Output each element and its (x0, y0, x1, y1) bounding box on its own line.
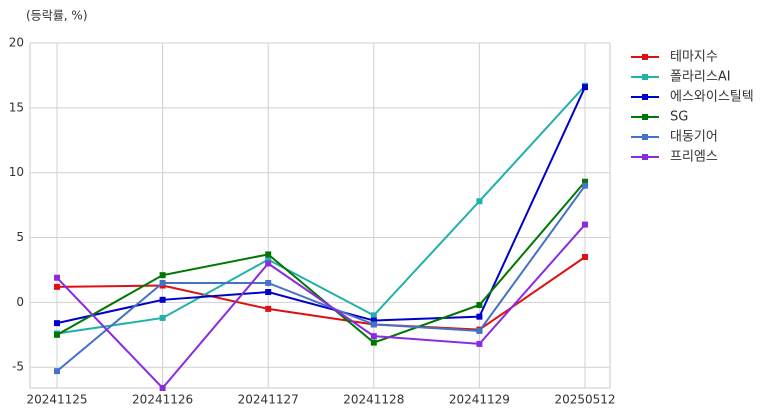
legend-label: 대동기어 (670, 130, 718, 145)
x-tick-label: 20241129 (449, 393, 510, 407)
series-line (56, 85, 586, 335)
point-marker (54, 331, 60, 338)
unit-label: (등락률, %) (26, 9, 88, 23)
point-marker (370, 339, 377, 346)
point-marker (159, 314, 166, 321)
legend-marker (642, 74, 648, 80)
point-marker (476, 340, 483, 347)
legend-label: 테마지수 (670, 50, 718, 65)
point-marker (265, 251, 272, 258)
point-marker (54, 274, 60, 281)
point-marker (476, 327, 483, 334)
legend-label: SG (670, 110, 688, 125)
point-marker (582, 254, 588, 261)
point-marker (265, 279, 272, 286)
point-marker (54, 320, 60, 327)
x-tick-label: 20241126 (132, 393, 193, 407)
point-marker (265, 260, 272, 267)
y-tick-label: 0 (16, 295, 24, 309)
legend-marker (642, 114, 648, 120)
y-tick-label: 15 (9, 100, 24, 114)
legend-label: 폴라리스AI (670, 70, 731, 85)
point-marker (582, 221, 588, 228)
point-marker (159, 385, 166, 391)
point-marker (159, 279, 166, 286)
point-marker (370, 321, 377, 328)
point-marker (370, 317, 377, 324)
x-tick-label: 20250512 (554, 393, 615, 407)
point-marker (54, 368, 60, 375)
plot-area (29, 42, 611, 389)
x-tick-label: 20241128 (343, 393, 404, 407)
point-marker (265, 305, 272, 312)
y-tick-label: 20 (9, 36, 24, 50)
point-marker (476, 198, 483, 205)
point-marker (370, 312, 377, 319)
point-marker (265, 256, 272, 263)
y-tick-label: 10 (9, 165, 24, 179)
y-tick-label: 5 (16, 230, 24, 244)
legend-marker (642, 154, 648, 160)
x-tick-label: 20241125 (26, 393, 87, 407)
series-line (56, 223, 586, 390)
point-marker (159, 296, 166, 303)
point-marker (582, 178, 588, 185)
point-marker (265, 289, 272, 296)
point-marker (370, 333, 377, 340)
y-tick-label: -5 (12, 360, 24, 374)
legend-marker (642, 134, 648, 140)
legend-label: 에스와이스틸텍 (670, 90, 754, 105)
point-marker (476, 301, 483, 308)
point-marker (54, 283, 60, 290)
point-marker (159, 272, 166, 279)
point-marker (476, 313, 483, 320)
series-line (56, 185, 586, 372)
legend-label: 프리엠스 (670, 150, 718, 165)
series-line (56, 181, 586, 344)
legend-marker (642, 54, 648, 60)
point-marker (582, 84, 588, 91)
point-marker (582, 182, 588, 189)
series-line (56, 86, 586, 325)
legend-marker (642, 94, 648, 100)
x-tick-label: 20241127 (238, 393, 299, 407)
